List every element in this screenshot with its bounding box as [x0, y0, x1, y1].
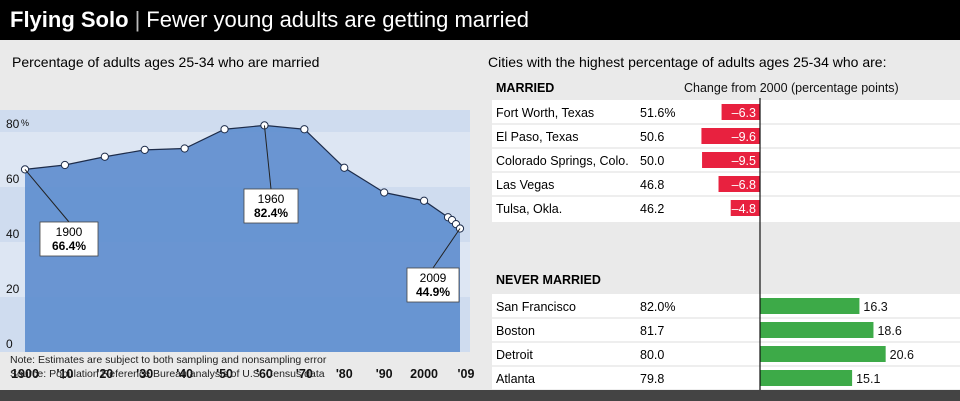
change-value-label: –9.6	[732, 130, 756, 144]
x-tick-label: '20	[96, 367, 113, 381]
annotation-box	[406, 267, 460, 303]
change-value-label: 16.3	[863, 300, 887, 314]
change-value-label: –6.3	[732, 106, 756, 120]
pct-label: 82.0%	[640, 300, 675, 314]
chart-title: Flying Solo	[10, 7, 129, 32]
data-point	[419, 196, 429, 205]
pct-label: 79.8	[640, 372, 664, 386]
x-tick-label: 1900	[11, 367, 39, 381]
pct-label: 50.6	[640, 130, 664, 144]
city-label: Fort Worth, Texas	[496, 106, 594, 120]
area-chart-title: Percentage of adults ages 25-34 who are …	[12, 54, 320, 70]
annotation-leader	[263, 125, 272, 190]
change-bar	[721, 104, 760, 120]
footer-strip	[0, 390, 960, 401]
annotation-box	[39, 221, 99, 257]
annotation-year: 1960	[258, 192, 285, 206]
city-label: Colorado Springs, Colo.	[496, 154, 629, 168]
left-panel: Percentage of adults ages 25-34 who are …	[0, 40, 484, 390]
y-tick-label: 20	[6, 282, 20, 296]
change-value-label: 18.6	[877, 324, 901, 338]
city-label: Boston	[496, 324, 535, 338]
annotation-value: 66.4%	[52, 239, 86, 253]
source-text: Source: Population Reference Bureau anal…	[10, 368, 325, 380]
band-80	[0, 110, 470, 132]
annotation-year: 2009	[420, 271, 447, 285]
y-unit-label: %	[21, 118, 29, 128]
x-tick-label: '50	[216, 367, 233, 381]
city-label: Tulsa, Okla.	[496, 202, 562, 216]
area-fill	[25, 125, 460, 353]
pct-label: 46.2	[640, 202, 664, 216]
change-value-label: –9.5	[732, 154, 756, 168]
data-point	[300, 125, 309, 134]
change-value-label: 20.6	[890, 348, 914, 362]
change-bar	[702, 152, 760, 168]
chart-subtitle: Fewer young adults are getting married	[146, 7, 530, 32]
note-text: Note: Estimates are subject to both samp…	[10, 354, 327, 366]
city-label: Detroit	[496, 348, 533, 362]
annotation-value: 44.9%	[416, 285, 450, 299]
title-separator: |	[134, 7, 141, 32]
annotation-leader	[432, 228, 461, 269]
pct-label: 50.0	[640, 154, 664, 168]
x-tick-label: 2000	[410, 367, 438, 381]
data-point	[100, 152, 109, 161]
change-header: Change from 2000 (percentage points)	[684, 81, 899, 95]
data-point	[60, 160, 70, 170]
annotation-year: 1900	[56, 225, 83, 239]
x-tick-label: '10	[56, 367, 73, 381]
y-tick-label: 80	[6, 117, 20, 131]
title-bar: Flying Solo | Fewer young adults are get…	[0, 0, 960, 40]
city-label: San Francisco	[496, 300, 576, 314]
annotation-leader	[24, 169, 70, 223]
data-point	[340, 163, 349, 172]
data-point	[140, 145, 149, 154]
change-bar	[760, 322, 874, 338]
change-value-label: –6.8	[732, 178, 756, 192]
annotation-box	[243, 188, 299, 224]
bar-section-title: Cities with the highest percentage of ad…	[488, 54, 887, 70]
pct-label: 80.0	[640, 348, 664, 362]
city-label: Atlanta	[496, 372, 535, 386]
y-tick-label: 0	[6, 337, 13, 351]
bar-chart: Change from 2000 (percentage points) MARR…	[492, 81, 960, 390]
change-bar	[760, 298, 860, 314]
y-tick-label: 40	[6, 227, 20, 241]
city-label: Las Vegas	[496, 178, 554, 192]
change-bar	[760, 370, 853, 386]
city-label: El Paso, Texas	[496, 130, 578, 144]
x-tick-label: '09	[458, 367, 475, 381]
annotation-value: 82.4%	[254, 206, 288, 220]
change-value-label: –4.8	[732, 202, 756, 216]
x-tick-label: '30	[136, 367, 153, 381]
change-bar	[730, 200, 760, 216]
pct-label: 46.8	[640, 178, 664, 192]
data-point	[220, 125, 229, 134]
group-label: MARRIED	[496, 81, 554, 95]
area-chart: 0 20 40 60 80 % 1900 '10 '20 '30 '40 '50 '60 '70 '80 '9…	[0, 110, 475, 381]
group-label: NEVER MARRIED	[496, 273, 601, 287]
change-bar	[718, 176, 760, 192]
x-tick-label: '70	[296, 367, 313, 381]
x-tick-label: '90	[376, 367, 393, 381]
pct-label: 81.7	[640, 324, 664, 338]
data-point	[180, 144, 189, 153]
y-tick-label: 60	[6, 172, 20, 186]
change-bar	[701, 128, 760, 144]
pct-label: 51.6%	[640, 106, 675, 120]
change-value-label: 15.1	[856, 372, 880, 386]
x-tick-label: '40	[176, 367, 193, 381]
change-bar	[760, 346, 886, 362]
data-point	[380, 188, 389, 197]
x-tick-label: '60	[256, 367, 273, 381]
right-panel: Cities with the highest percentage of ad…	[484, 40, 960, 390]
x-tick-label: '80	[336, 367, 353, 381]
